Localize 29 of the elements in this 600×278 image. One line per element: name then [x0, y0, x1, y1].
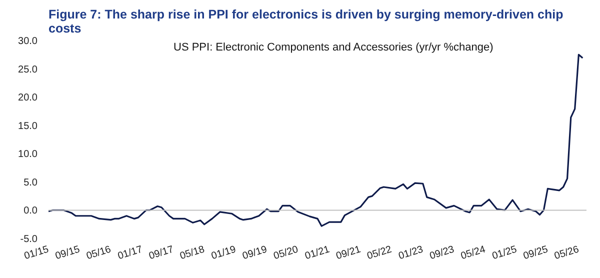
chart-title: Figure 7: The sharp rise in PPI for electronics is driven by surging memory-driven chip costs	[48, 8, 564, 36]
y-tick-label: 30.0	[18, 36, 38, 47]
x-tick-label: 05/20	[272, 244, 300, 262]
x-tick-label: 09/23	[428, 244, 456, 262]
x-tick-label: 05/24	[460, 244, 488, 262]
x-tick-label: 01/23	[397, 244, 425, 262]
x-tick-label: 05/16	[85, 244, 113, 262]
x-tick-label: 09/21	[334, 244, 363, 262]
x-tick-label: 01/25	[491, 244, 519, 262]
y-tick-label: 0.0	[24, 206, 38, 217]
y-tick-label: 25.0	[18, 64, 38, 76]
x-tick-label: 09/25	[522, 244, 550, 262]
y-tick-label: 15.0	[18, 120, 38, 132]
y-tick-label: -5.0	[20, 234, 38, 245]
x-tick-label: 05/18	[178, 244, 206, 262]
x-tick-label: 01/21	[304, 244, 332, 262]
x-tick-label: 01/15	[22, 244, 51, 262]
x-tick-label: 01/19	[210, 244, 238, 262]
x-tick-label: 01/17	[116, 244, 144, 262]
x-tick-label: 09/19	[241, 244, 269, 262]
y-tick-label: 5.0	[24, 177, 38, 188]
x-tick-label: 09/15	[54, 244, 82, 262]
x-tick-label: 05/22	[366, 244, 394, 262]
x-tick-label: 09/17	[148, 244, 176, 262]
y-tick-label: 10.0	[18, 149, 38, 160]
x-tick-label: 05/26	[553, 244, 581, 262]
annotation: US PPI: Electronic Components and Accessories (yr/yr %change)	[174, 42, 494, 54]
y-tick-label: 20.0	[18, 92, 38, 104]
line-series	[48, 54, 584, 227]
